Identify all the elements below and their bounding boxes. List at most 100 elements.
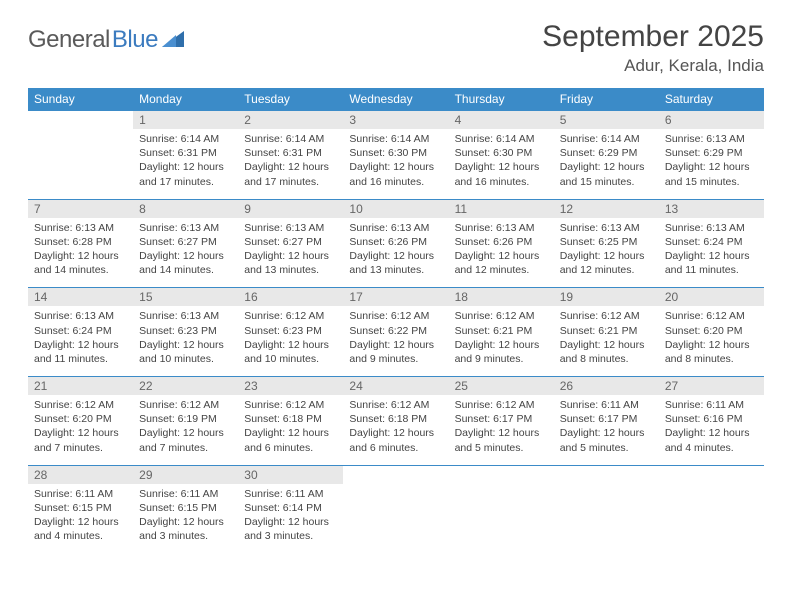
day-info-cell: Sunrise: 6:13 AMSunset: 6:24 PMDaylight:… [659, 218, 764, 288]
daylight-text: Daylight: 12 hours and 3 minutes. [139, 515, 232, 543]
daylight-text: Daylight: 12 hours and 11 minutes. [665, 249, 758, 277]
day-info-cell: Sunrise: 6:14 AMSunset: 6:30 PMDaylight:… [343, 129, 448, 199]
daylight-text: Daylight: 12 hours and 5 minutes. [560, 426, 653, 454]
day-info-cell: Sunrise: 6:13 AMSunset: 6:26 PMDaylight:… [343, 218, 448, 288]
daylight-text: Daylight: 12 hours and 9 minutes. [349, 338, 442, 366]
daylight-text: Daylight: 12 hours and 12 minutes. [560, 249, 653, 277]
day-info-cell: Sunrise: 6:13 AMSunset: 6:28 PMDaylight:… [28, 218, 133, 288]
sunrise-text: Sunrise: 6:12 AM [455, 309, 548, 323]
sunrise-text: Sunrise: 6:13 AM [34, 309, 127, 323]
daylight-text: Daylight: 12 hours and 8 minutes. [665, 338, 758, 366]
day-info-cell: Sunrise: 6:11 AMSunset: 6:15 PMDaylight:… [28, 484, 133, 554]
day-number-cell: 19 [554, 288, 659, 307]
sunrise-text: Sunrise: 6:14 AM [455, 132, 548, 146]
day-info-cell: Sunrise: 6:12 AMSunset: 6:18 PMDaylight:… [343, 395, 448, 465]
daylight-text: Daylight: 12 hours and 13 minutes. [349, 249, 442, 277]
day-header-row: Sunday Monday Tuesday Wednesday Thursday… [28, 88, 764, 111]
day-info-cell: Sunrise: 6:12 AMSunset: 6:23 PMDaylight:… [238, 306, 343, 376]
sunrise-text: Sunrise: 6:14 AM [560, 132, 653, 146]
day-info-cell [28, 129, 133, 199]
day-number-cell: 5 [554, 111, 659, 130]
daylight-text: Daylight: 12 hours and 6 minutes. [349, 426, 442, 454]
daylight-text: Daylight: 12 hours and 13 minutes. [244, 249, 337, 277]
sunrise-text: Sunrise: 6:12 AM [560, 309, 653, 323]
daylight-text: Daylight: 12 hours and 15 minutes. [560, 160, 653, 188]
day-number-cell: 12 [554, 199, 659, 218]
daylight-text: Daylight: 12 hours and 16 minutes. [455, 160, 548, 188]
sunset-text: Sunset: 6:23 PM [244, 324, 337, 338]
day-info-cell: Sunrise: 6:12 AMSunset: 6:18 PMDaylight:… [238, 395, 343, 465]
day-info-cell: Sunrise: 6:12 AMSunset: 6:22 PMDaylight:… [343, 306, 448, 376]
day-info-cell: Sunrise: 6:11 AMSunset: 6:15 PMDaylight:… [133, 484, 238, 554]
sunset-text: Sunset: 6:15 PM [139, 501, 232, 515]
daylight-text: Daylight: 12 hours and 12 minutes. [455, 249, 548, 277]
logo-text-1: General [28, 26, 110, 54]
sunrise-text: Sunrise: 6:12 AM [244, 398, 337, 412]
sunset-text: Sunset: 6:30 PM [349, 146, 442, 160]
sunset-text: Sunset: 6:31 PM [139, 146, 232, 160]
sunrise-text: Sunrise: 6:13 AM [244, 221, 337, 235]
day-header: Tuesday [238, 88, 343, 111]
day-info-cell: Sunrise: 6:11 AMSunset: 6:17 PMDaylight:… [554, 395, 659, 465]
sunset-text: Sunset: 6:26 PM [349, 235, 442, 249]
sunset-text: Sunset: 6:31 PM [244, 146, 337, 160]
day-info-cell: Sunrise: 6:14 AMSunset: 6:31 PMDaylight:… [238, 129, 343, 199]
daylight-text: Daylight: 12 hours and 7 minutes. [34, 426, 127, 454]
day-info-cell: Sunrise: 6:14 AMSunset: 6:29 PMDaylight:… [554, 129, 659, 199]
daylight-text: Daylight: 12 hours and 9 minutes. [455, 338, 548, 366]
sunset-text: Sunset: 6:26 PM [455, 235, 548, 249]
day-number-cell: 29 [133, 465, 238, 484]
title-block: September 2025 Adur, Kerala, India [542, 20, 764, 76]
sunrise-text: Sunrise: 6:11 AM [665, 398, 758, 412]
daylight-text: Daylight: 12 hours and 14 minutes. [34, 249, 127, 277]
day-number-cell: 7 [28, 199, 133, 218]
day-info-cell: Sunrise: 6:12 AMSunset: 6:20 PMDaylight:… [28, 395, 133, 465]
day-info-cell: Sunrise: 6:13 AMSunset: 6:26 PMDaylight:… [449, 218, 554, 288]
sunrise-text: Sunrise: 6:13 AM [560, 221, 653, 235]
day-number-cell: 24 [343, 377, 448, 396]
day-header: Thursday [449, 88, 554, 111]
day-info-cell: Sunrise: 6:13 AMSunset: 6:27 PMDaylight:… [238, 218, 343, 288]
sunrise-text: Sunrise: 6:12 AM [665, 309, 758, 323]
day-info-cell: Sunrise: 6:11 AMSunset: 6:14 PMDaylight:… [238, 484, 343, 554]
day-info-row: Sunrise: 6:13 AMSunset: 6:24 PMDaylight:… [28, 306, 764, 376]
sunrise-text: Sunrise: 6:11 AM [34, 487, 127, 501]
daylight-text: Daylight: 12 hours and 14 minutes. [139, 249, 232, 277]
day-number-cell: 20 [659, 288, 764, 307]
sunset-text: Sunset: 6:30 PM [455, 146, 548, 160]
day-number-row: 21222324252627 [28, 377, 764, 396]
daylight-text: Daylight: 12 hours and 6 minutes. [244, 426, 337, 454]
daylight-text: Daylight: 12 hours and 17 minutes. [244, 160, 337, 188]
daylight-text: Daylight: 12 hours and 7 minutes. [139, 426, 232, 454]
sunset-text: Sunset: 6:29 PM [665, 146, 758, 160]
daylight-text: Daylight: 12 hours and 8 minutes. [560, 338, 653, 366]
daylight-text: Daylight: 12 hours and 15 minutes. [665, 160, 758, 188]
day-header: Sunday [28, 88, 133, 111]
sunset-text: Sunset: 6:22 PM [349, 324, 442, 338]
day-number-cell: 28 [28, 465, 133, 484]
day-number-cell [343, 465, 448, 484]
sunset-text: Sunset: 6:29 PM [560, 146, 653, 160]
sunrise-text: Sunrise: 6:13 AM [139, 309, 232, 323]
daylight-text: Daylight: 12 hours and 5 minutes. [455, 426, 548, 454]
day-info-cell: Sunrise: 6:13 AMSunset: 6:23 PMDaylight:… [133, 306, 238, 376]
sunset-text: Sunset: 6:21 PM [560, 324, 653, 338]
day-number-cell [28, 111, 133, 130]
sunset-text: Sunset: 6:15 PM [34, 501, 127, 515]
sunrise-text: Sunrise: 6:14 AM [244, 132, 337, 146]
day-info-cell: Sunrise: 6:13 AMSunset: 6:25 PMDaylight:… [554, 218, 659, 288]
daylight-text: Daylight: 12 hours and 16 minutes. [349, 160, 442, 188]
daylight-text: Daylight: 12 hours and 10 minutes. [139, 338, 232, 366]
day-number-cell: 25 [449, 377, 554, 396]
sunset-text: Sunset: 6:21 PM [455, 324, 548, 338]
logo: GeneralBlue [28, 26, 184, 54]
day-header: Wednesday [343, 88, 448, 111]
day-info-row: Sunrise: 6:13 AMSunset: 6:28 PMDaylight:… [28, 218, 764, 288]
day-info-cell [343, 484, 448, 554]
day-number-cell: 1 [133, 111, 238, 130]
sunrise-text: Sunrise: 6:13 AM [139, 221, 232, 235]
day-info-cell: Sunrise: 6:13 AMSunset: 6:24 PMDaylight:… [28, 306, 133, 376]
sunrise-text: Sunrise: 6:12 AM [349, 398, 442, 412]
sunrise-text: Sunrise: 6:13 AM [455, 221, 548, 235]
daylight-text: Daylight: 12 hours and 4 minutes. [34, 515, 127, 543]
